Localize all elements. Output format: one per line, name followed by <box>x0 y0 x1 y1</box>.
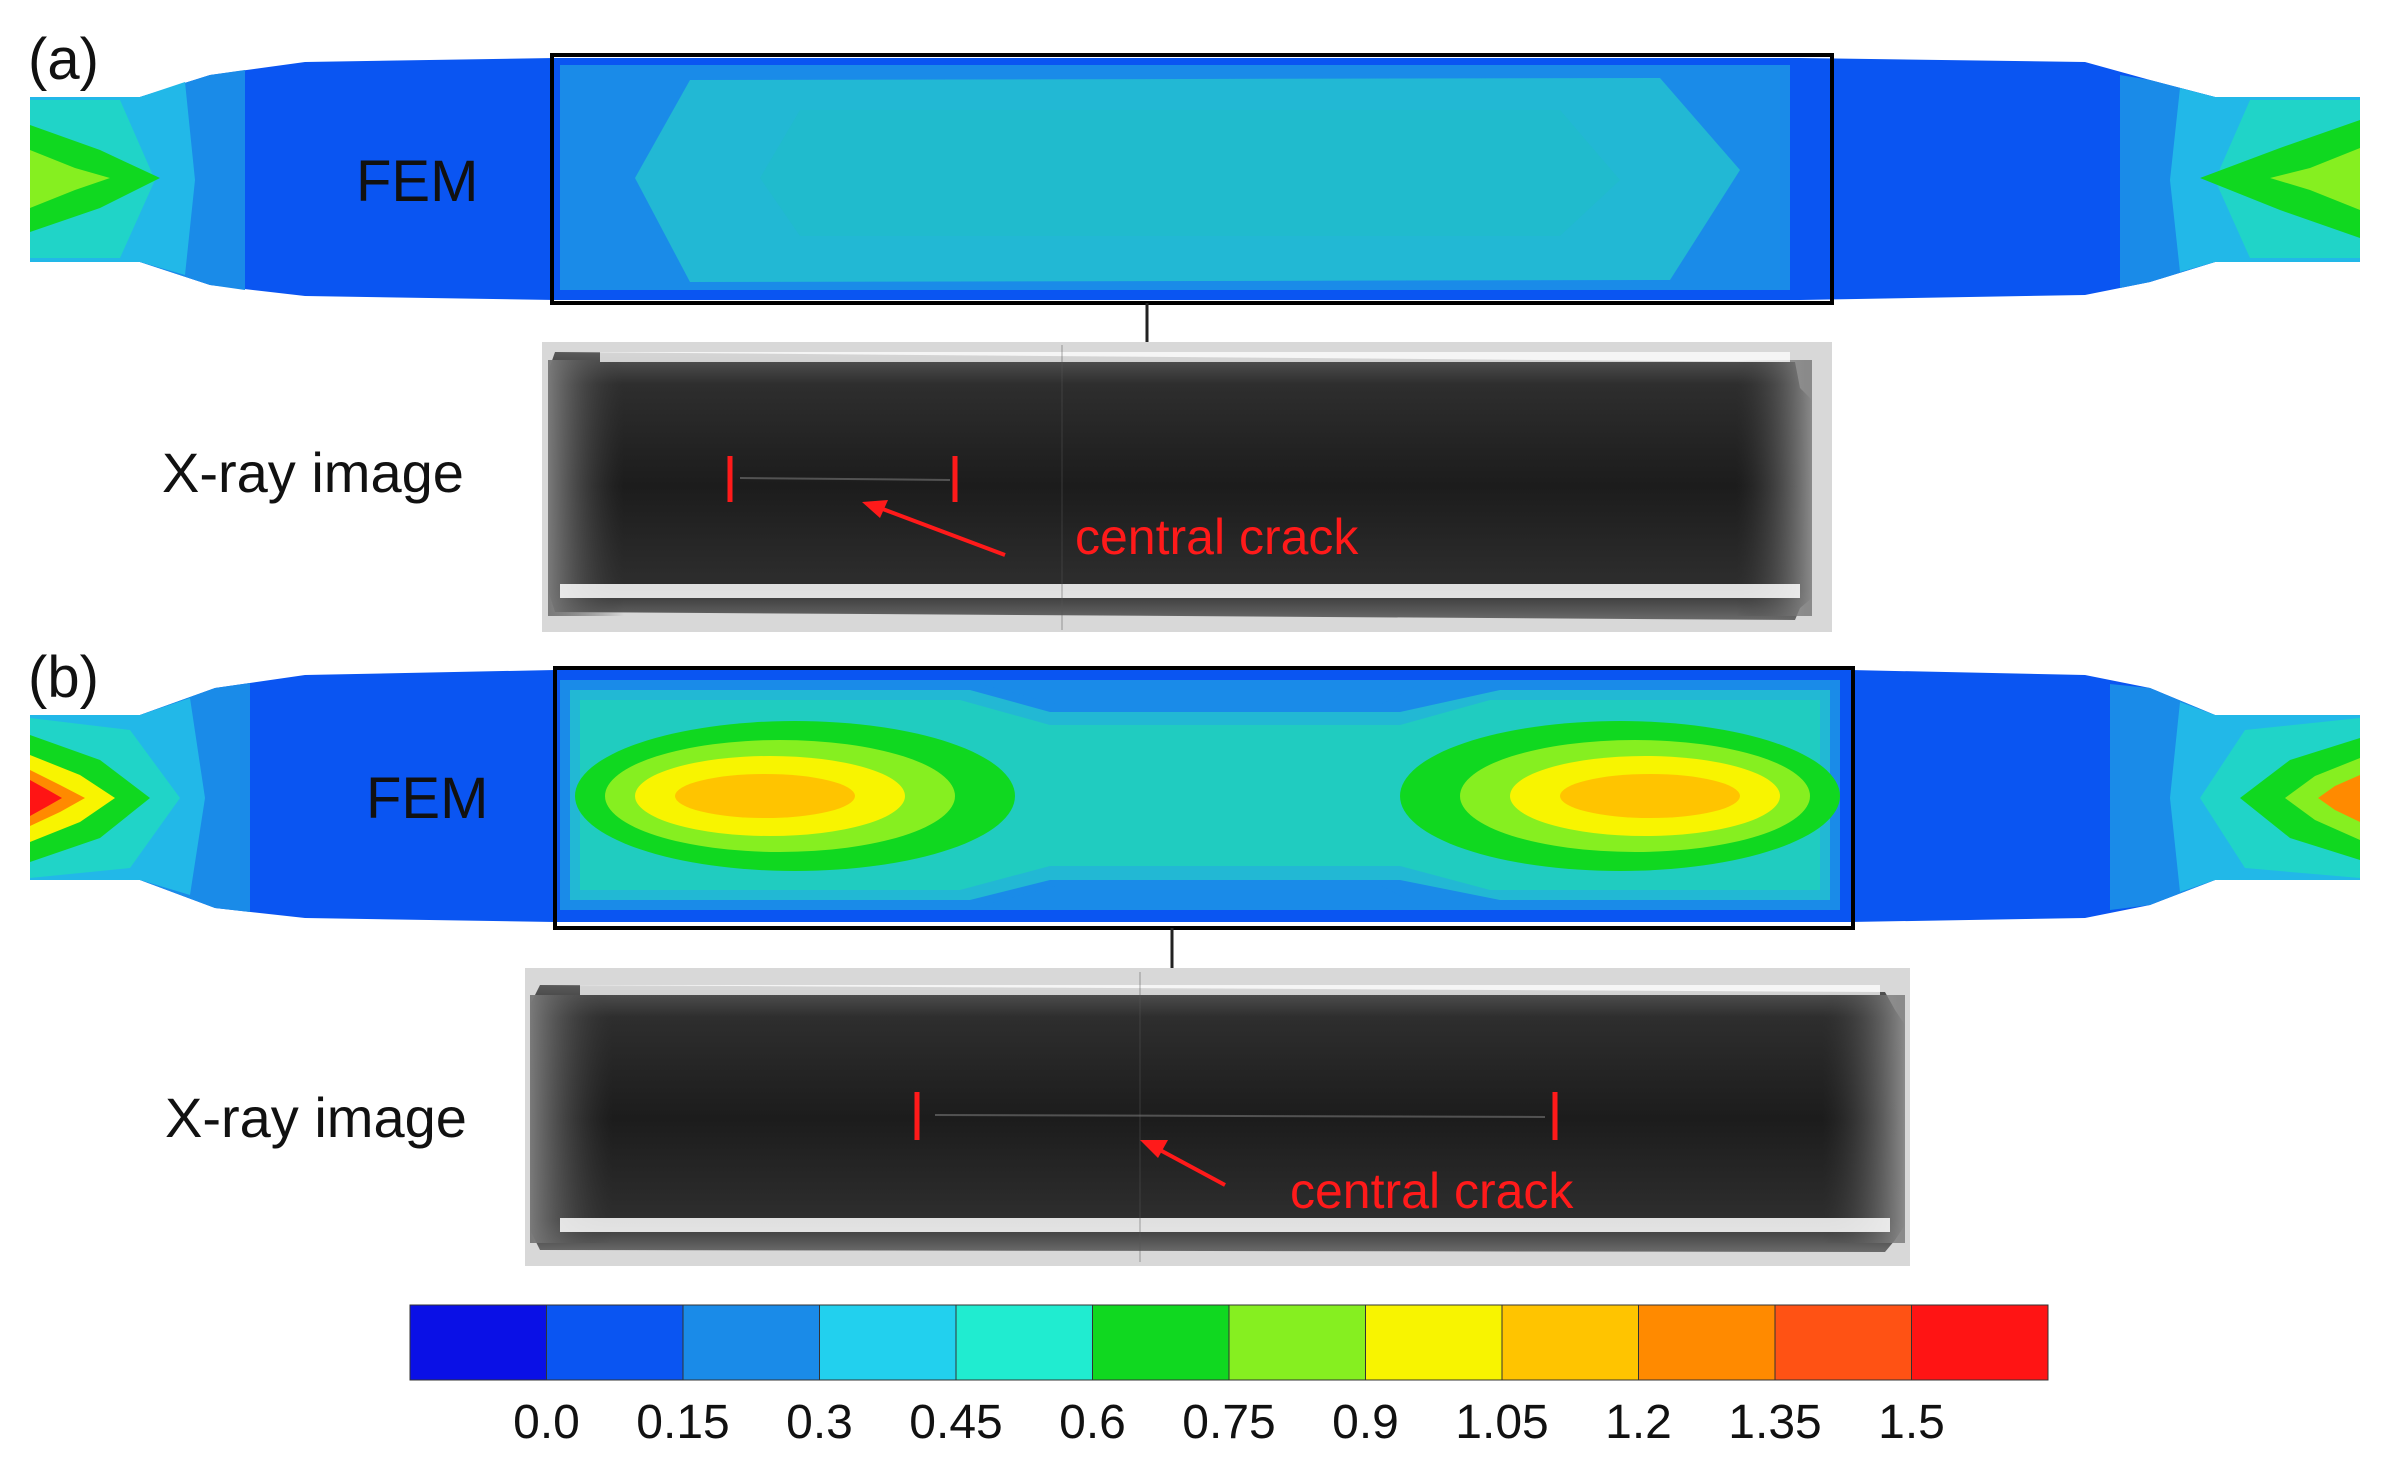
legend-swatch <box>1501 1304 1639 1381</box>
fem-label-b: FEM <box>366 766 489 831</box>
fem-model-a <box>30 58 2360 300</box>
legend-swatch <box>1911 1304 2049 1381</box>
zoom-frame-a <box>550 53 1834 305</box>
legend-tick-label: 0.0 <box>513 1396 580 1449</box>
legend-tick-label: 0.45 <box>909 1396 1003 1449</box>
legend-swatch <box>1228 1304 1366 1381</box>
fem-b-hotspot-right-4 <box>1560 774 1740 818</box>
fem-b-lobe-bottom <box>980 885 1420 906</box>
fem-a-left-zone-5 <box>30 150 110 208</box>
legend-tick-label: 1.35 <box>1728 1396 1822 1449</box>
legend-swatch <box>1774 1304 1912 1381</box>
crack-label-b: central crack <box>1290 1163 1574 1219</box>
crack-arrow-a-head <box>862 500 888 518</box>
fem-b-lobe-top <box>980 684 1420 705</box>
panel-label-a: (a) <box>28 27 99 92</box>
fem-model-b <box>30 670 2360 922</box>
legend-color-bar <box>409 1304 2049 1381</box>
legend-tick-label: 0.9 <box>1332 1396 1399 1449</box>
legend-swatch <box>1638 1304 1776 1381</box>
legend-tick-label: 0.15 <box>636 1396 730 1449</box>
fem-label-a: FEM <box>356 149 479 214</box>
crack-arrow-a <box>879 506 1006 557</box>
legend-swatch <box>955 1304 1093 1381</box>
legend-swatch <box>1092 1304 1230 1381</box>
xray-image-b <box>525 968 1910 1266</box>
legend-tick-label: 0.3 <box>786 1396 853 1449</box>
legend-tick-label: 0.75 <box>1182 1396 1276 1449</box>
fem-a-center-zone-3 <box>760 110 1620 236</box>
panel-label-b: (b) <box>28 645 99 710</box>
xray-label-a: X-ray image <box>162 441 464 504</box>
zoom-frame-b <box>553 666 1855 930</box>
fem-b-hotspot-left-4 <box>675 774 855 818</box>
legend-tick-label: 1.05 <box>1455 1396 1549 1449</box>
fem-b-right-zone-6 <box>2318 775 2360 822</box>
legend-swatch <box>682 1304 820 1381</box>
fem-a-right-zone-5 <box>2270 148 2360 210</box>
legend-swatch <box>546 1304 684 1381</box>
legend-tick-label: 0.6 <box>1059 1396 1126 1449</box>
fem-b-left-zone-7 <box>30 780 62 816</box>
crack-arrow-b <box>1159 1148 1226 1187</box>
xray-label-b: X-ray image <box>165 1086 467 1149</box>
legend-swatch <box>819 1304 957 1381</box>
legend-swatch <box>1365 1304 1503 1381</box>
crack-arrow-b-head <box>1140 1140 1168 1158</box>
legend-tick-label: 1.5 <box>1878 1396 1945 1449</box>
xray-image-a <box>542 342 1832 632</box>
crack-label-a: central crack <box>1075 509 1359 565</box>
legend-swatch <box>409 1304 547 1381</box>
legend-tick-label: 1.2 <box>1605 1396 1672 1449</box>
